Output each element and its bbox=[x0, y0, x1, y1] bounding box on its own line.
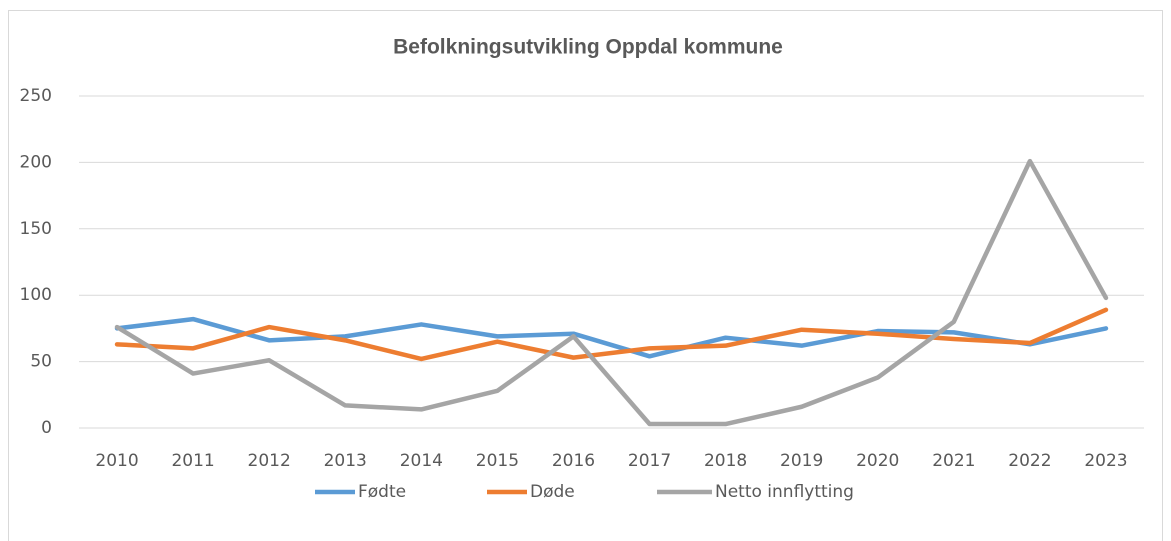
y-tick-label: 200 bbox=[20, 152, 52, 172]
y-tick-label: 250 bbox=[20, 86, 52, 106]
series-line bbox=[114, 158, 1109, 427]
x-tick-label: 2019 bbox=[780, 451, 823, 471]
x-tick-label: 2012 bbox=[248, 451, 291, 471]
chart-frame bbox=[8, 10, 1163, 541]
y-tick-label: 150 bbox=[20, 219, 52, 239]
chart-title: Befolkningsutvikling Oppdal kommune bbox=[393, 36, 783, 59]
x-tick-label: 2014 bbox=[400, 451, 443, 471]
x-tick-label: 2021 bbox=[932, 451, 975, 471]
series-line bbox=[114, 307, 1109, 362]
y-tick-label: 100 bbox=[20, 285, 52, 305]
x-tick-label: 2023 bbox=[1084, 451, 1127, 471]
legend-label: Døde bbox=[530, 482, 575, 502]
x-tick-label: 2022 bbox=[1008, 451, 1051, 471]
legend-label: Fødte bbox=[358, 482, 406, 502]
x-tick-label: 2010 bbox=[95, 451, 138, 471]
x-tick-label: 2013 bbox=[324, 451, 367, 471]
y-tick-label: 50 bbox=[30, 352, 52, 372]
x-tick-label: 2020 bbox=[856, 451, 899, 471]
x-tick-label: 2016 bbox=[552, 451, 595, 471]
legend-label: Netto innflytting bbox=[715, 482, 854, 502]
x-tick-label: 2011 bbox=[171, 451, 214, 471]
x-tick-label: 2017 bbox=[628, 451, 671, 471]
y-tick-label: 0 bbox=[41, 418, 52, 438]
x-tick-label: 2018 bbox=[704, 451, 747, 471]
x-tick-label: 2015 bbox=[476, 451, 519, 471]
